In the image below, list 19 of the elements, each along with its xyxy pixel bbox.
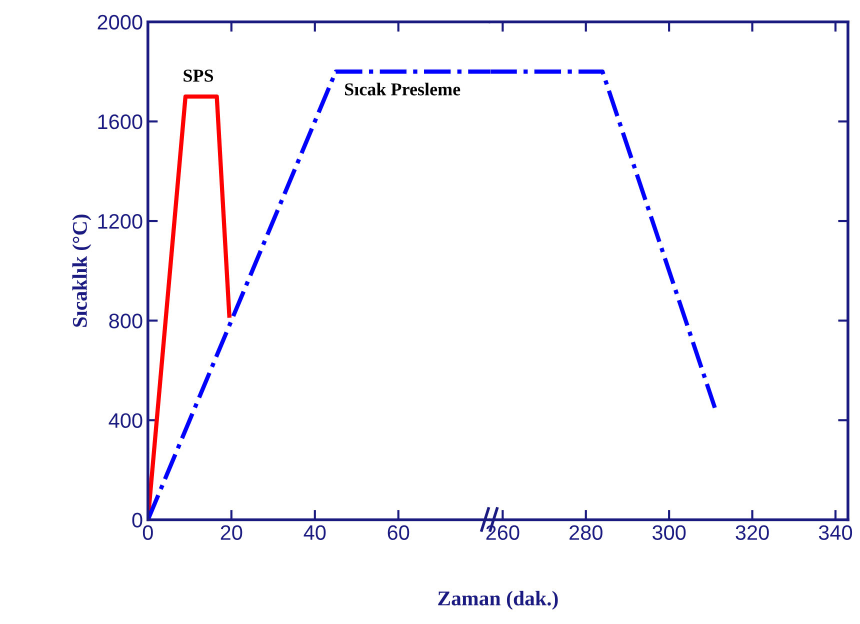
x-tick-label: 260	[486, 525, 520, 540]
y-tick-label: 1600	[98, 114, 142, 130]
x-tick-label: 340	[818, 525, 852, 540]
y-tick-label: 2000	[98, 14, 142, 30]
x-tick-label: 280	[570, 525, 602, 540]
y-tick-label: 400	[108, 413, 142, 428]
x-tick-label: 320	[736, 525, 769, 540]
series-label: SPS	[184, 70, 214, 82]
x-axis-title: Zaman (dak.)	[438, 590, 558, 610]
series-label: Sıcak Presleme	[345, 82, 460, 96]
y-axis-title: Sıcaklık (°C)	[72, 214, 92, 327]
x-tick-label: 40	[304, 525, 326, 540]
y-tick-label: 1200	[98, 214, 142, 229]
y-tick-label: 0	[132, 512, 142, 528]
x-tick-label: 60	[388, 525, 410, 540]
x-tick-label: 300	[652, 525, 686, 540]
x-tick-label: 0	[142, 525, 153, 540]
y-tick-label: 800	[109, 314, 142, 328]
x-tick-label: 20	[220, 525, 242, 540]
